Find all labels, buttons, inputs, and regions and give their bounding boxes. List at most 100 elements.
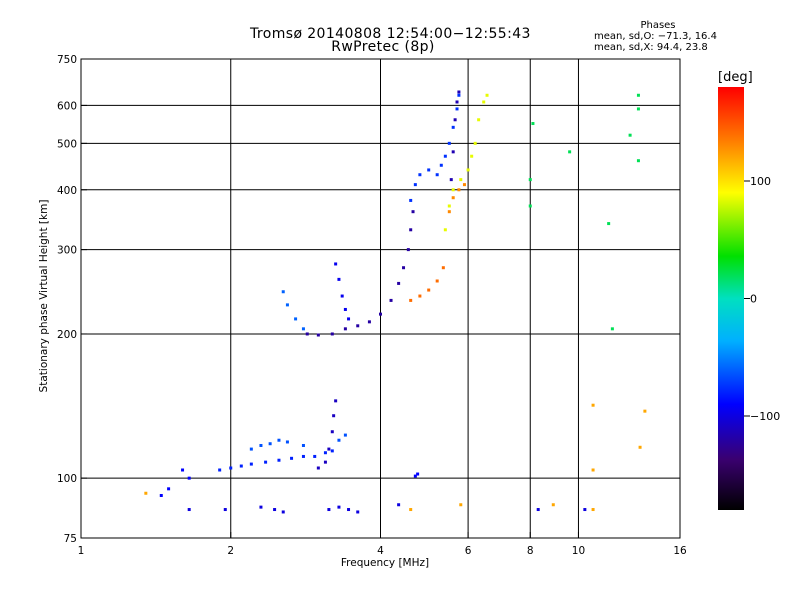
data-point — [411, 210, 415, 214]
data-point — [337, 438, 341, 442]
y-tick-label: 400 — [57, 185, 77, 197]
data-point — [285, 440, 289, 444]
data-point — [435, 279, 439, 283]
data-point — [439, 163, 443, 167]
data-point — [636, 93, 640, 97]
x-tick-label: 4 — [377, 545, 384, 557]
data-point — [485, 93, 489, 97]
data-point — [413, 474, 417, 478]
data-point — [409, 508, 413, 512]
data-point — [397, 503, 401, 507]
data-point — [435, 173, 439, 177]
data-point — [402, 266, 406, 270]
data-point — [159, 493, 163, 497]
data-point — [367, 320, 371, 324]
data-point — [455, 107, 459, 111]
data-point — [568, 150, 572, 154]
data-point — [277, 458, 281, 462]
stats-heading: Phases — [640, 20, 676, 31]
data-point — [301, 443, 305, 447]
data-point — [290, 456, 294, 460]
data-point — [591, 508, 595, 512]
data-point — [457, 188, 461, 192]
data-point — [334, 399, 338, 403]
data-point — [144, 491, 148, 495]
data-point — [277, 438, 281, 442]
chart-title-line2: RwPretec (8p) — [331, 39, 435, 55]
data-point — [249, 447, 253, 451]
data-point — [327, 508, 331, 512]
data-point — [259, 443, 263, 447]
data-point — [643, 409, 647, 413]
data-point — [536, 508, 540, 512]
data-point — [482, 100, 486, 104]
data-point — [343, 327, 347, 331]
data-point — [239, 464, 243, 468]
data-point — [389, 298, 393, 302]
data-point — [259, 505, 263, 509]
data-point — [409, 228, 413, 232]
data-point — [323, 460, 327, 464]
data-point — [551, 503, 555, 507]
data-point — [459, 178, 463, 182]
data-point — [313, 454, 317, 458]
data-point — [416, 472, 420, 476]
data-point — [285, 303, 289, 307]
data-point — [451, 125, 455, 129]
data-point — [340, 294, 344, 298]
y-tick-label: 750 — [57, 54, 77, 66]
data-point — [281, 290, 285, 294]
data-point — [305, 332, 309, 336]
data-point — [455, 100, 459, 104]
data-point — [273, 508, 277, 512]
data-point — [167, 487, 171, 491]
x-tick-label: 8 — [527, 545, 534, 557]
data-point — [409, 298, 413, 302]
x-tick-label: 1 — [78, 545, 85, 557]
x-tick-label: 6 — [465, 545, 472, 557]
data-point — [473, 141, 477, 145]
y-tick-label: 600 — [57, 100, 77, 112]
stats-x-mode: mean, sd,X: 94.4, 23.8 — [594, 42, 708, 53]
data-point — [409, 198, 413, 202]
data-point — [447, 141, 451, 145]
data-point — [447, 204, 451, 208]
data-point — [379, 312, 382, 316]
y-tick-label: 100 — [57, 473, 77, 485]
data-point — [187, 508, 191, 512]
data-point — [229, 466, 233, 470]
data-point — [583, 508, 587, 512]
data-point — [591, 403, 595, 407]
data-point — [447, 210, 451, 214]
data-point — [223, 508, 227, 512]
data-point — [451, 196, 455, 200]
data-point — [356, 324, 360, 328]
data-point — [301, 327, 305, 331]
y-tick-label: 300 — [57, 245, 77, 257]
data-point — [427, 288, 431, 292]
data-point — [443, 228, 447, 232]
chart-title-line1: Tromsø 20140808 12:54:00−12:55:43 — [250, 26, 531, 42]
data-point — [427, 168, 431, 172]
y-tick-label: 500 — [57, 138, 77, 150]
data-point — [607, 222, 611, 226]
data-point — [332, 414, 336, 418]
data-point — [418, 173, 422, 177]
data-point — [397, 281, 401, 285]
data-point — [327, 447, 331, 451]
data-point — [264, 460, 268, 464]
data-point — [418, 294, 422, 298]
data-point — [591, 468, 595, 472]
data-point — [301, 454, 305, 458]
data-point — [610, 327, 614, 331]
data-point — [459, 503, 463, 507]
x-axis-label: Frequency [MHz] — [340, 557, 430, 569]
data-point — [636, 159, 640, 163]
data-point — [268, 442, 272, 446]
data-point — [343, 307, 347, 311]
data-point — [406, 248, 410, 252]
y-tick-label: 75 — [64, 533, 77, 545]
data-point — [477, 118, 481, 122]
data-point — [449, 178, 453, 182]
